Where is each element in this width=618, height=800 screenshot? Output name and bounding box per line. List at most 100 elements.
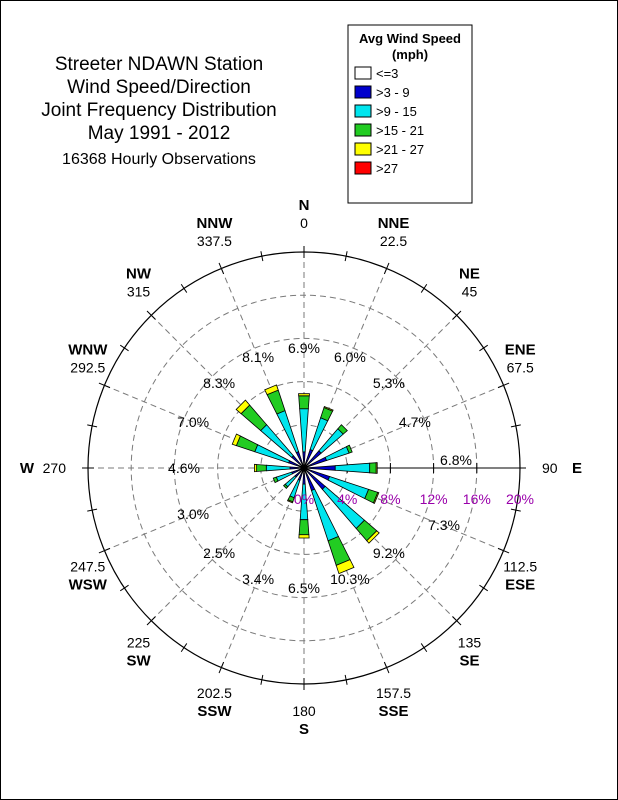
dir-label-nne: NNE <box>378 215 410 232</box>
petal-sse-seg-4 <box>335 559 355 575</box>
pct-label-sse: 10.3% <box>330 571 370 587</box>
angle-label-ne: 45 <box>462 284 478 300</box>
petal-ene-seg-3 <box>345 444 353 454</box>
pct-label-e: 6.8% <box>440 452 472 468</box>
dir-label-ese: ESE <box>505 577 535 594</box>
title-line-3: Joint Frequency Distribution <box>41 100 277 121</box>
petal-se-seg-4 <box>366 530 380 544</box>
dir-label-e: E <box>572 460 582 477</box>
radial-tick-label: 8% <box>380 491 400 507</box>
pct-label-nne: 6.0% <box>334 349 366 365</box>
petal-wsw-seg-3 <box>272 476 279 484</box>
petal-nnw-seg-4 <box>264 384 279 396</box>
outer-tick <box>180 283 188 293</box>
dir-label-sse: SSE <box>379 703 409 720</box>
petal-n-seg-4 <box>298 393 310 397</box>
legend-swatch <box>354 104 372 118</box>
legend-swatch <box>354 85 372 99</box>
petal-wnw-seg-4 <box>231 433 241 447</box>
angle-label-ssw: 202.5 <box>197 685 232 701</box>
angle-label-wnw: 292.5 <box>70 359 105 375</box>
pct-label-w: 4.6% <box>168 460 200 476</box>
pct-label-nnw: 8.1% <box>242 349 274 365</box>
legend-units: (mph) <box>392 47 428 62</box>
angle-label-s: 180 <box>292 703 316 719</box>
outer-tick <box>452 310 462 320</box>
angle-label-se: 135 <box>458 634 482 650</box>
dir-label-w: W <box>20 460 35 477</box>
pct-label-wnw: 7.0% <box>177 414 209 430</box>
pct-label-s: 6.5% <box>288 580 320 596</box>
outer-tick <box>344 674 348 685</box>
angle-label-sw: 225 <box>127 634 151 650</box>
dir-label-sw: SW <box>126 652 151 669</box>
petal-ene-seg-2 <box>324 446 350 462</box>
radial-tick-label: 12% <box>420 491 448 507</box>
outer-tick <box>260 674 264 685</box>
angle-label-ese: 112.5 <box>503 559 537 575</box>
outer-tick <box>479 584 489 592</box>
angle-label-e: 90 <box>542 460 558 476</box>
petal-e-seg-4 <box>375 462 378 474</box>
dir-label-wnw: WNW <box>68 341 108 358</box>
pct-label-se: 9.2% <box>373 545 405 561</box>
legend-swatch <box>354 142 372 156</box>
legend-label: >27 <box>376 161 398 176</box>
petal-ese-seg-4 <box>372 491 380 504</box>
legend-label: >15 - 21 <box>376 123 424 138</box>
petal-w-seg-3 <box>256 464 267 472</box>
dir-label-wsw: WSW <box>69 577 108 594</box>
petal-s-seg-3 <box>298 519 310 536</box>
outer-tick <box>452 616 462 626</box>
petal-w-seg-2 <box>265 464 291 472</box>
petal-nne-seg-4 <box>323 405 334 412</box>
angle-label-ene: 67.5 <box>507 359 534 375</box>
dir-label-se: SE <box>459 652 479 669</box>
petal-w-seg-1 <box>289 466 302 470</box>
spoke-sw <box>150 467 305 622</box>
outer-tick <box>119 584 129 592</box>
outer-tick <box>497 547 510 554</box>
outer-tick <box>344 251 348 262</box>
dir-label-ne: NE <box>459 266 480 283</box>
outer-tick <box>510 424 521 428</box>
outer-tick <box>383 661 390 674</box>
legend-label: >21 - 27 <box>376 142 424 157</box>
angle-label-nne: 22.5 <box>380 233 407 249</box>
petal-e-seg-2 <box>334 462 371 474</box>
outer-tick <box>119 344 129 352</box>
petal-ssw-seg-4 <box>286 499 294 504</box>
pct-label-wsw: 3.0% <box>177 506 209 522</box>
chart-subtitle: 16368 Hourly Observations <box>62 151 256 168</box>
outer-tick <box>497 382 510 389</box>
legend: Avg Wind Speed (mph) <=3 >3 - 9 >9 - 15 >15… <box>347 24 473 204</box>
wind-petals <box>231 384 380 575</box>
title-line-1: Streeter NDAWN Station <box>55 54 263 75</box>
legend-swatch <box>354 161 372 175</box>
outer-tick <box>87 508 98 512</box>
outer-tick <box>146 616 156 626</box>
outer-tick <box>383 262 390 275</box>
petal-sw-seg-3 <box>282 483 289 490</box>
title-line-4: May 1991 - 2012 <box>88 123 231 144</box>
legend-label: >9 - 15 <box>376 104 417 119</box>
outer-tick <box>479 344 489 352</box>
petal-e-seg-1 <box>306 465 336 471</box>
outer-tick <box>260 251 264 262</box>
angle-label-n: 0 <box>300 215 308 231</box>
legend-swatch <box>354 123 372 137</box>
outer-tick <box>146 310 156 320</box>
outer-tick <box>180 643 188 653</box>
pct-label-ne: 5.3% <box>373 375 405 391</box>
petal-w-seg-4 <box>254 463 258 473</box>
pct-label-n: 6.9% <box>288 340 320 356</box>
pct-label-nw: 8.3% <box>203 375 235 391</box>
outer-tick <box>98 547 111 554</box>
outer-tick <box>420 643 428 653</box>
spoke-ssw <box>220 467 305 668</box>
dir-label-nw: NW <box>126 266 152 283</box>
chart-title: Streeter NDAWN Station Wind Speed/Direct… <box>41 54 277 168</box>
dir-label-nnw: NNW <box>197 215 234 232</box>
petal-ne-seg-3 <box>337 424 348 435</box>
